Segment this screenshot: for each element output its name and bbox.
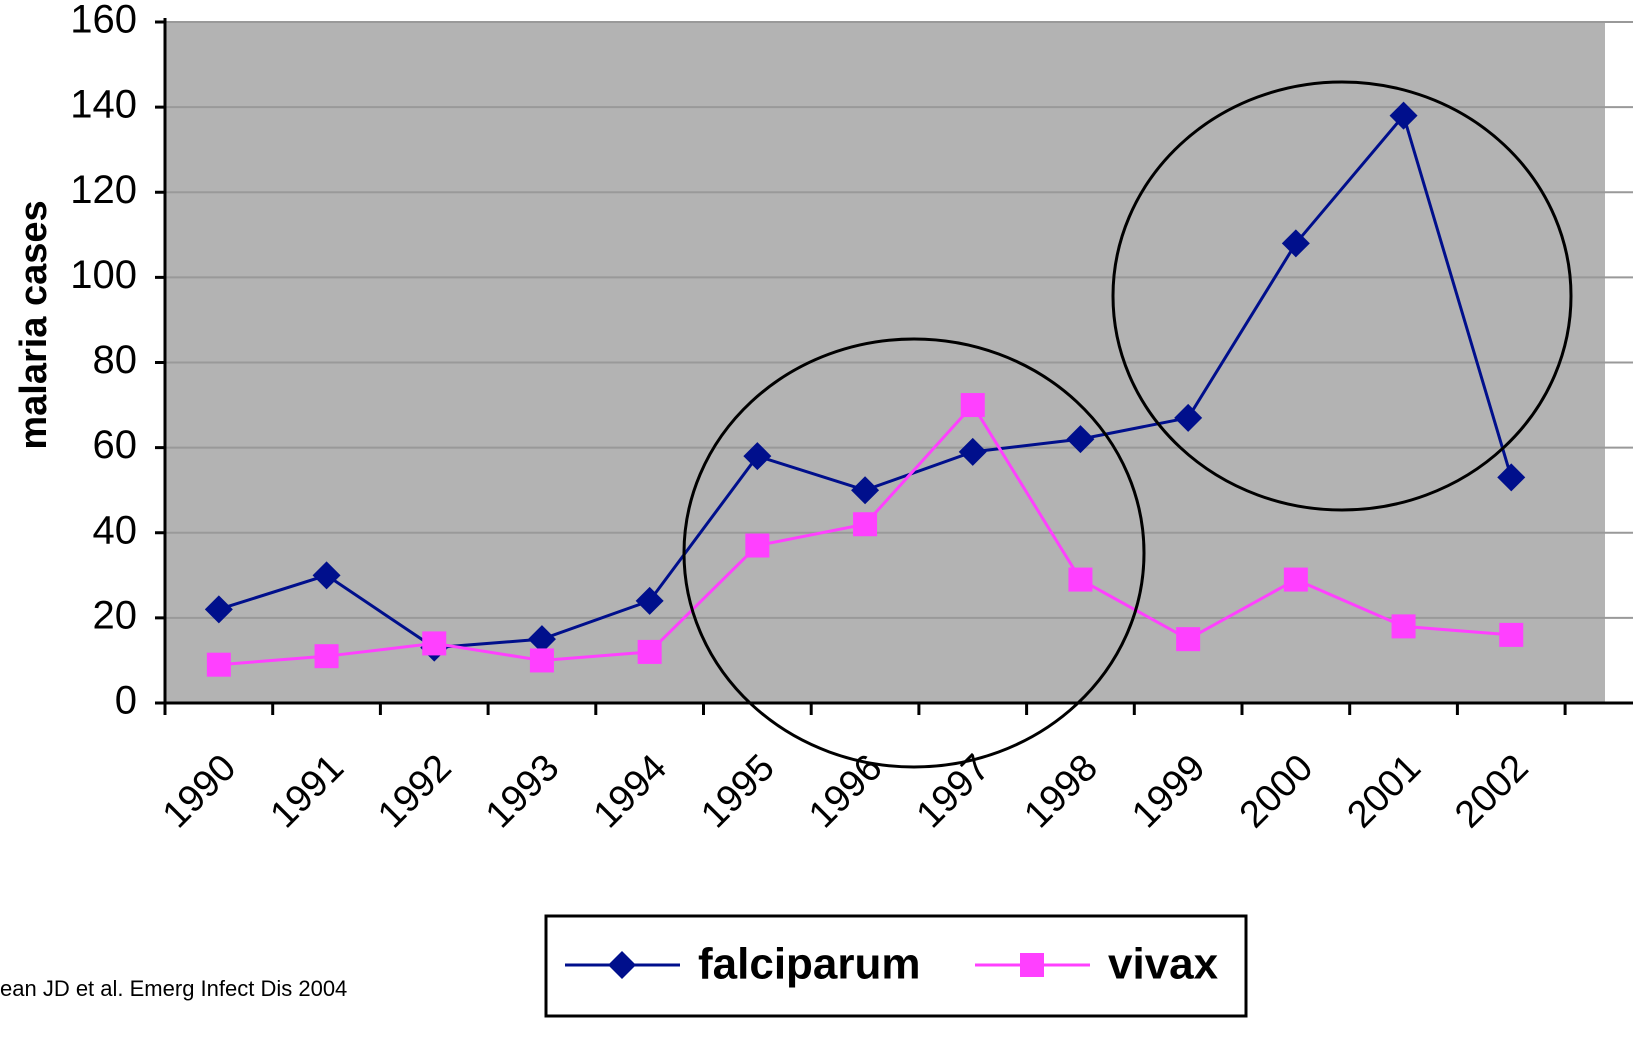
point-marker <box>312 561 341 590</box>
y-axis-label: malaria cases <box>13 200 55 449</box>
x-tick-label: 1997 <box>909 747 998 836</box>
y-tick-label: 160 <box>70 0 137 42</box>
point-marker <box>853 512 878 537</box>
point-marker <box>960 393 985 418</box>
point-marker <box>529 648 554 673</box>
point-marker <box>422 631 447 656</box>
point-marker <box>1066 425 1095 454</box>
x-tick-label: 1996 <box>801 747 890 836</box>
point-marker <box>1281 229 1310 258</box>
point-marker <box>851 476 880 505</box>
x-tick-label: 1992 <box>370 747 459 836</box>
x-tick-label: 1993 <box>478 747 567 836</box>
source-note: ean JD et al. Emerg Infect Dis 2004 <box>0 976 347 1001</box>
point-marker <box>1283 567 1308 592</box>
annotation-circle <box>682 337 1146 769</box>
y-tick-label: 100 <box>70 253 137 297</box>
legend-items: falciparum vivax <box>565 940 1219 989</box>
point-marker <box>1020 953 1044 977</box>
point-marker <box>958 437 987 466</box>
point-marker <box>1176 627 1201 652</box>
x-tick-label: 1990 <box>155 747 244 836</box>
point-marker <box>1068 567 1093 592</box>
point-marker <box>1497 463 1526 492</box>
point-marker <box>206 652 231 677</box>
x-tick-label: 2001 <box>1340 747 1429 836</box>
x-tick-label: 2002 <box>1447 747 1536 836</box>
point-marker <box>527 625 556 654</box>
series-group <box>204 101 1526 677</box>
point-marker <box>314 644 339 669</box>
point-marker <box>1174 403 1203 432</box>
point-marker <box>743 442 772 471</box>
y-tick-label: 0 <box>115 679 137 723</box>
point-marker <box>608 951 636 979</box>
point-marker <box>204 595 233 624</box>
x-tick-label: 1999 <box>1124 747 1213 836</box>
y-tick-label: 120 <box>70 168 137 212</box>
y-tick-label: 40 <box>93 508 138 552</box>
x-tick-label: 1998 <box>1016 747 1105 836</box>
y-tick-label: 80 <box>93 338 138 382</box>
y-tick-label: 140 <box>70 83 137 127</box>
point-marker <box>635 586 664 615</box>
x-tick-label: 1995 <box>693 747 782 836</box>
x-tick-label: 1991 <box>263 747 352 836</box>
point-marker <box>745 533 770 558</box>
legend-label: vivax <box>1108 940 1219 989</box>
x-tick-label: 1994 <box>586 747 675 836</box>
point-marker <box>1391 614 1416 639</box>
y-tick-label: 60 <box>93 423 138 467</box>
point-marker <box>637 639 662 664</box>
point-marker <box>1499 622 1524 647</box>
y-tick-label: 20 <box>93 593 138 637</box>
legend-label: falciparum <box>698 940 921 989</box>
point-marker <box>1389 101 1418 130</box>
x-tick-label: 2000 <box>1232 747 1321 836</box>
annotation-circle <box>1111 80 1573 512</box>
grid <box>165 21 1633 619</box>
